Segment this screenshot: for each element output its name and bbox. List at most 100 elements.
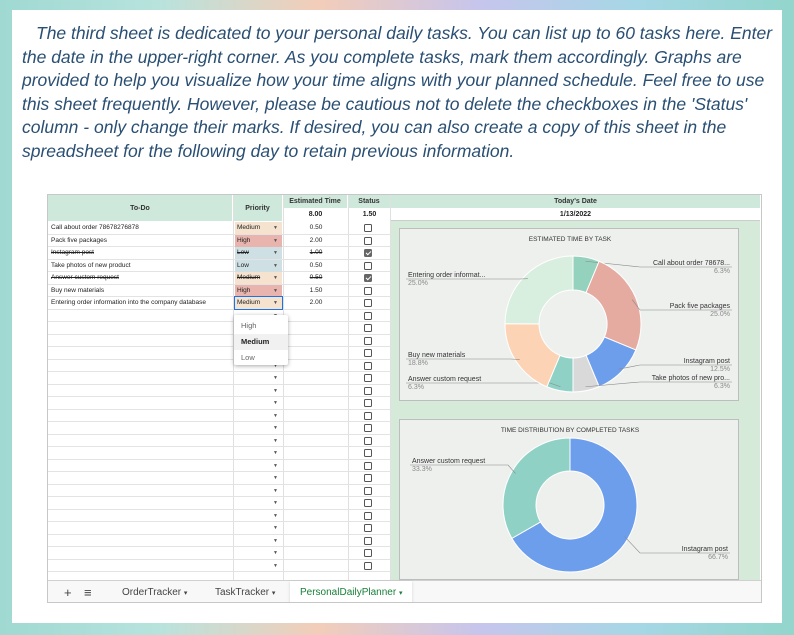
chart-completed-tasks[interactable]: TIME DISTRIBUTION BY COMPLETED TASKS Inst…	[399, 419, 739, 580]
est-cell[interactable]	[286, 335, 346, 347]
est-cell[interactable]	[286, 422, 346, 434]
est-cell[interactable]	[286, 560, 346, 572]
todo-cell[interactable]	[51, 560, 231, 572]
todo-cell[interactable]	[51, 422, 231, 434]
est-cell[interactable]: 0.50	[309, 261, 323, 269]
status-checkbox[interactable]	[364, 349, 372, 357]
todo-cell[interactable]	[51, 335, 231, 347]
todo-cell[interactable]	[51, 447, 231, 459]
priority-cell[interactable]: ▼	[235, 372, 282, 384]
todo-cell[interactable]	[51, 472, 231, 484]
status-checkbox[interactable]	[364, 461, 372, 470]
todo-cell[interactable]	[51, 410, 231, 422]
status-checkbox[interactable]	[364, 511, 372, 520]
dropdown-arrow-icon[interactable]: ▼	[273, 425, 278, 431]
priority-cell[interactable]: ▼	[235, 497, 282, 509]
priority-cell[interactable]: Medium ▼	[235, 222, 282, 234]
dropdown-arrow-icon[interactable]: ▼	[273, 237, 278, 244]
est-cell[interactable]: 2.00	[309, 299, 323, 306]
pie-slice[interactable]	[502, 437, 571, 540]
est-cell[interactable]: 1.00	[309, 249, 323, 256]
todo-cell[interactable]	[51, 397, 231, 409]
priority-cell[interactable]: ▼	[235, 510, 282, 522]
dropdown-arrow-icon[interactable]: ▼	[273, 450, 278, 456]
all-sheets-icon[interactable]: ≡	[84, 585, 92, 600]
priority-cell[interactable]: Low ▼	[235, 259, 282, 272]
dropdown-arrow-icon[interactable]: ▼	[273, 387, 278, 394]
priority-cell[interactable]: High ▼	[235, 234, 282, 247]
est-cell[interactable]	[286, 385, 346, 397]
status-checkbox[interactable]	[364, 274, 372, 282]
todo-cell[interactable]: Buy new materials	[51, 286, 105, 294]
priority-cell[interactable]: ▼	[235, 522, 282, 534]
status-checkbox[interactable]	[364, 374, 372, 382]
est-cell[interactable]	[286, 460, 346, 472]
est-cell[interactable]	[286, 347, 346, 359]
add-sheet-icon[interactable]: +	[64, 585, 72, 600]
tab-tasktracker[interactable]: TaskTracker ▾	[215, 587, 276, 598]
priority-cell[interactable]: ▼	[235, 460, 282, 472]
est-cell[interactable]	[286, 472, 346, 484]
priority-cell[interactable]: ▼	[235, 447, 282, 459]
dropdown-arrow-icon[interactable]: ▼	[273, 362, 278, 369]
status-checkbox[interactable]	[364, 361, 372, 370]
todo-cell[interactable]	[51, 522, 231, 534]
todo-cell[interactable]	[51, 535, 231, 547]
dropdown-arrow-icon[interactable]: ▼	[273, 525, 278, 531]
dropdown-option-medium[interactable]: Medium	[234, 334, 288, 350]
todo-cell[interactable]	[51, 497, 231, 509]
pie-slice[interactable]	[511, 437, 638, 573]
dropdown-option-low[interactable]: Low	[241, 353, 255, 362]
est-cell[interactable]	[286, 360, 346, 372]
est-cell[interactable]: 0.50	[309, 224, 323, 231]
est-cell[interactable]	[286, 510, 346, 522]
dropdown-arrow-icon[interactable]: ▼	[273, 562, 278, 569]
todo-cell[interactable]	[51, 485, 231, 497]
dropdown-arrow-icon[interactable]: ▼	[273, 412, 278, 419]
pie-slice[interactable]	[585, 260, 642, 351]
status-checkbox[interactable]	[364, 311, 372, 320]
status-checkbox[interactable]	[364, 399, 372, 407]
status-checkbox[interactable]	[364, 486, 372, 495]
priority-cell[interactable]: ▼	[235, 485, 282, 497]
todo-cell[interactable]: Take photos of new product	[51, 261, 131, 269]
est-cell[interactable]: 0.50	[309, 274, 323, 281]
chart-estimated-time[interactable]: ESTIMATED TIME BY TASK Call about order 7…	[399, 228, 739, 401]
todo-cell[interactable]	[51, 547, 231, 559]
status-checkbox[interactable]	[364, 299, 372, 307]
tab-personaldailyplanner[interactable]: PersonalDailyPlanner ▾	[290, 581, 413, 602]
todo-cell[interactable]	[51, 322, 231, 334]
priority-cell[interactable]: ▼	[235, 472, 282, 484]
todo-cell[interactable]: Answer custom request	[51, 274, 119, 281]
status-checkbox[interactable]	[364, 236, 372, 245]
todo-cell[interactable]: Call about order 78678276878	[51, 224, 139, 231]
priority-cell[interactable]: Low ▼	[235, 247, 282, 259]
status-checkbox[interactable]	[364, 386, 372, 395]
dropdown-arrow-icon[interactable]: ▼	[273, 550, 278, 556]
dropdown-arrow-icon[interactable]: ▼	[273, 300, 278, 306]
dropdown-arrow-icon[interactable]: ▼	[273, 375, 278, 381]
todo-cell[interactable]	[51, 372, 231, 384]
dropdown-arrow-icon[interactable]: ▼	[273, 225, 278, 231]
priority-cell[interactable]: ▼	[235, 385, 282, 397]
est-cell[interactable]	[286, 410, 346, 422]
dropdown-arrow-icon[interactable]: ▼	[273, 275, 278, 281]
todo-cell[interactable]	[51, 435, 231, 447]
status-checkbox[interactable]	[364, 224, 372, 232]
dropdown-arrow-icon[interactable]: ▼	[273, 512, 278, 519]
status-checkbox[interactable]	[364, 261, 372, 270]
est-cell[interactable]	[286, 310, 346, 322]
priority-cell[interactable]: ▼	[235, 547, 282, 559]
priority-cell[interactable]: ▼	[235, 360, 282, 372]
todo-cell[interactable]: Pack five packages	[51, 236, 108, 244]
est-cell[interactable]	[286, 547, 346, 559]
todo-cell[interactable]	[51, 310, 231, 322]
est-cell[interactable]	[286, 447, 346, 459]
priority-cell[interactable]: ▼	[235, 435, 282, 447]
est-cell[interactable]	[286, 497, 346, 509]
status-checkbox[interactable]	[364, 474, 372, 482]
dropdown-option-high[interactable]: High	[241, 321, 257, 330]
priority-cell[interactable]: ▼	[235, 410, 282, 422]
priority-cell[interactable]: ▼	[235, 397, 282, 409]
status-checkbox[interactable]	[364, 286, 372, 295]
